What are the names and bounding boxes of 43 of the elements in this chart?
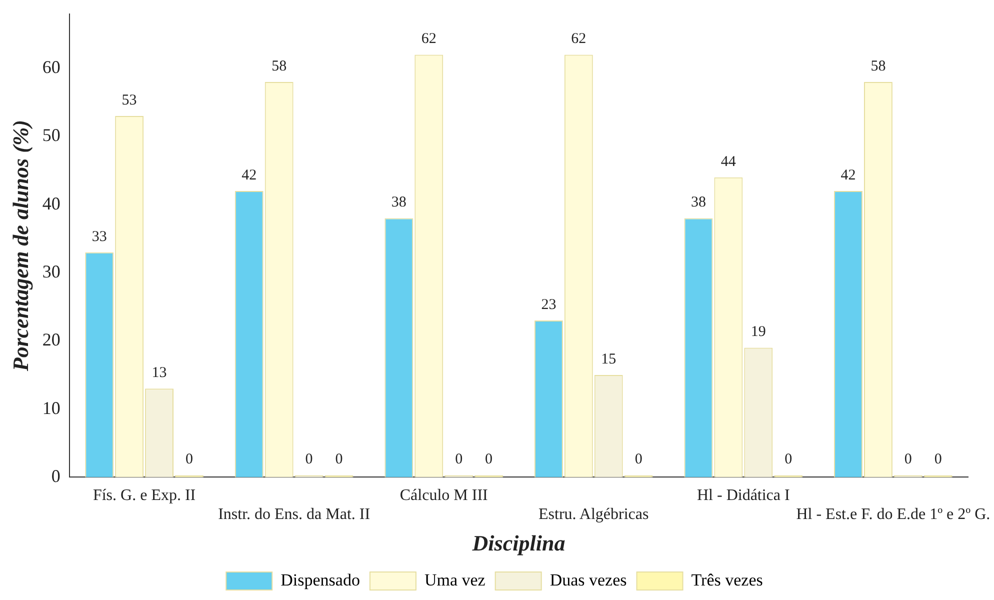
y-tick-label: 20 bbox=[42, 330, 60, 350]
data-label: 44 bbox=[720, 154, 736, 170]
data-label: 0 bbox=[485, 452, 493, 468]
y-tick-label: 50 bbox=[42, 125, 60, 146]
x-tick-label: Instr. do Ens. da Mat. II bbox=[218, 506, 370, 524]
data-label: 0 bbox=[634, 452, 642, 468]
y-tick-label: 60 bbox=[42, 57, 60, 78]
legend-label: Uma vez bbox=[424, 570, 486, 590]
data-label: 58 bbox=[272, 58, 287, 74]
y-tick-label: 30 bbox=[42, 261, 60, 282]
data-label: 38 bbox=[690, 194, 706, 211]
data-label: 53 bbox=[122, 92, 137, 108]
data-label: 42 bbox=[242, 167, 257, 184]
legend-label: Dispensado bbox=[280, 570, 360, 590]
y-tick-label: 40 bbox=[42, 193, 60, 214]
x-tick-label: Fís. G. e Exp. II bbox=[92, 487, 196, 504]
data-label: 19 bbox=[750, 324, 766, 340]
data-label: 0 bbox=[305, 452, 313, 468]
legend-label: Duas vezes bbox=[550, 570, 627, 590]
y-axis-title: Porcentagem de alunos (%) bbox=[8, 120, 33, 372]
data-label: 0 bbox=[904, 452, 912, 468]
y-tick-label: 10 bbox=[42, 398, 60, 418]
data-label: 42 bbox=[840, 167, 856, 184]
data-label: 38 bbox=[391, 194, 406, 211]
data-label: 0 bbox=[784, 452, 792, 468]
data-label: 0 bbox=[335, 452, 343, 468]
data-label: 0 bbox=[185, 452, 193, 468]
data-label: 0 bbox=[934, 452, 942, 468]
data-label: 23 bbox=[541, 296, 556, 313]
data-label: 62 bbox=[421, 31, 436, 48]
x-tick-label: Hl - Est.e F. do E.de 1º e 2º G. bbox=[796, 506, 990, 524]
x-tick-label: Cálculo M III bbox=[400, 487, 488, 504]
y-tick-label: 0 bbox=[51, 466, 60, 486]
data-label: 58 bbox=[870, 58, 886, 74]
data-label: 62 bbox=[571, 31, 586, 48]
data-label: 33 bbox=[92, 228, 107, 245]
data-label: 0 bbox=[455, 452, 463, 468]
x-tick-label: Estru. Algébricas bbox=[538, 506, 649, 524]
x-tick-label: Hl - Didática I bbox=[696, 487, 790, 504]
x-axis-title: Disciplina bbox=[471, 530, 566, 556]
data-label: 13 bbox=[152, 365, 167, 382]
data-label: 15 bbox=[601, 351, 616, 368]
legend-label: Três vezes bbox=[691, 570, 763, 590]
